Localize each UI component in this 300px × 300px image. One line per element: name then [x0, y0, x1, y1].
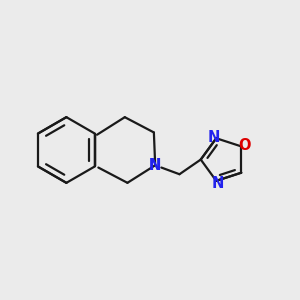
Text: O: O: [238, 138, 251, 153]
Text: N: N: [208, 130, 220, 145]
Text: N: N: [149, 158, 161, 173]
Text: N: N: [149, 158, 161, 173]
Text: N: N: [212, 176, 224, 191]
